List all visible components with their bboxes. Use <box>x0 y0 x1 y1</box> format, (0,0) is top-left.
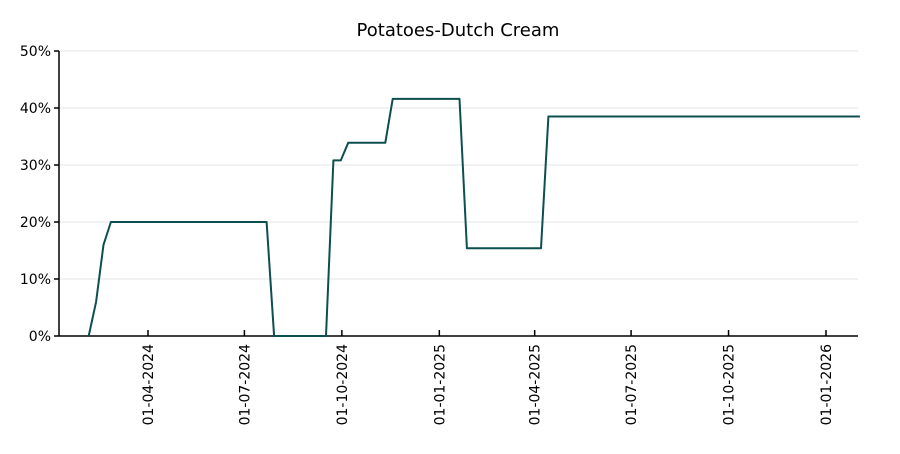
x-tick-label: 01-10-2025 <box>722 344 738 425</box>
y-tick-label: 10% <box>20 272 51 288</box>
x-tick-label: 01-07-2024 <box>237 344 253 425</box>
y-tick-label: 0% <box>29 329 51 345</box>
chart-title: Potatoes-Dutch Cream <box>357 20 560 41</box>
y-tick-label: 50% <box>20 44 51 60</box>
y-tick-label: 20% <box>20 215 51 231</box>
y-tick-label: 30% <box>20 158 51 174</box>
x-tick-label: 01-10-2024 <box>335 344 351 425</box>
x-tick-label: 01-04-2024 <box>141 344 157 425</box>
series-line <box>87 97 860 337</box>
x-tick-label: 01-01-2026 <box>819 344 835 425</box>
x-tick-label: 01-07-2025 <box>624 344 640 425</box>
x-tick-label: 01-01-2025 <box>432 344 448 425</box>
x-tick-label: 01-04-2025 <box>528 344 544 425</box>
y-tick-label: 40% <box>20 101 51 117</box>
